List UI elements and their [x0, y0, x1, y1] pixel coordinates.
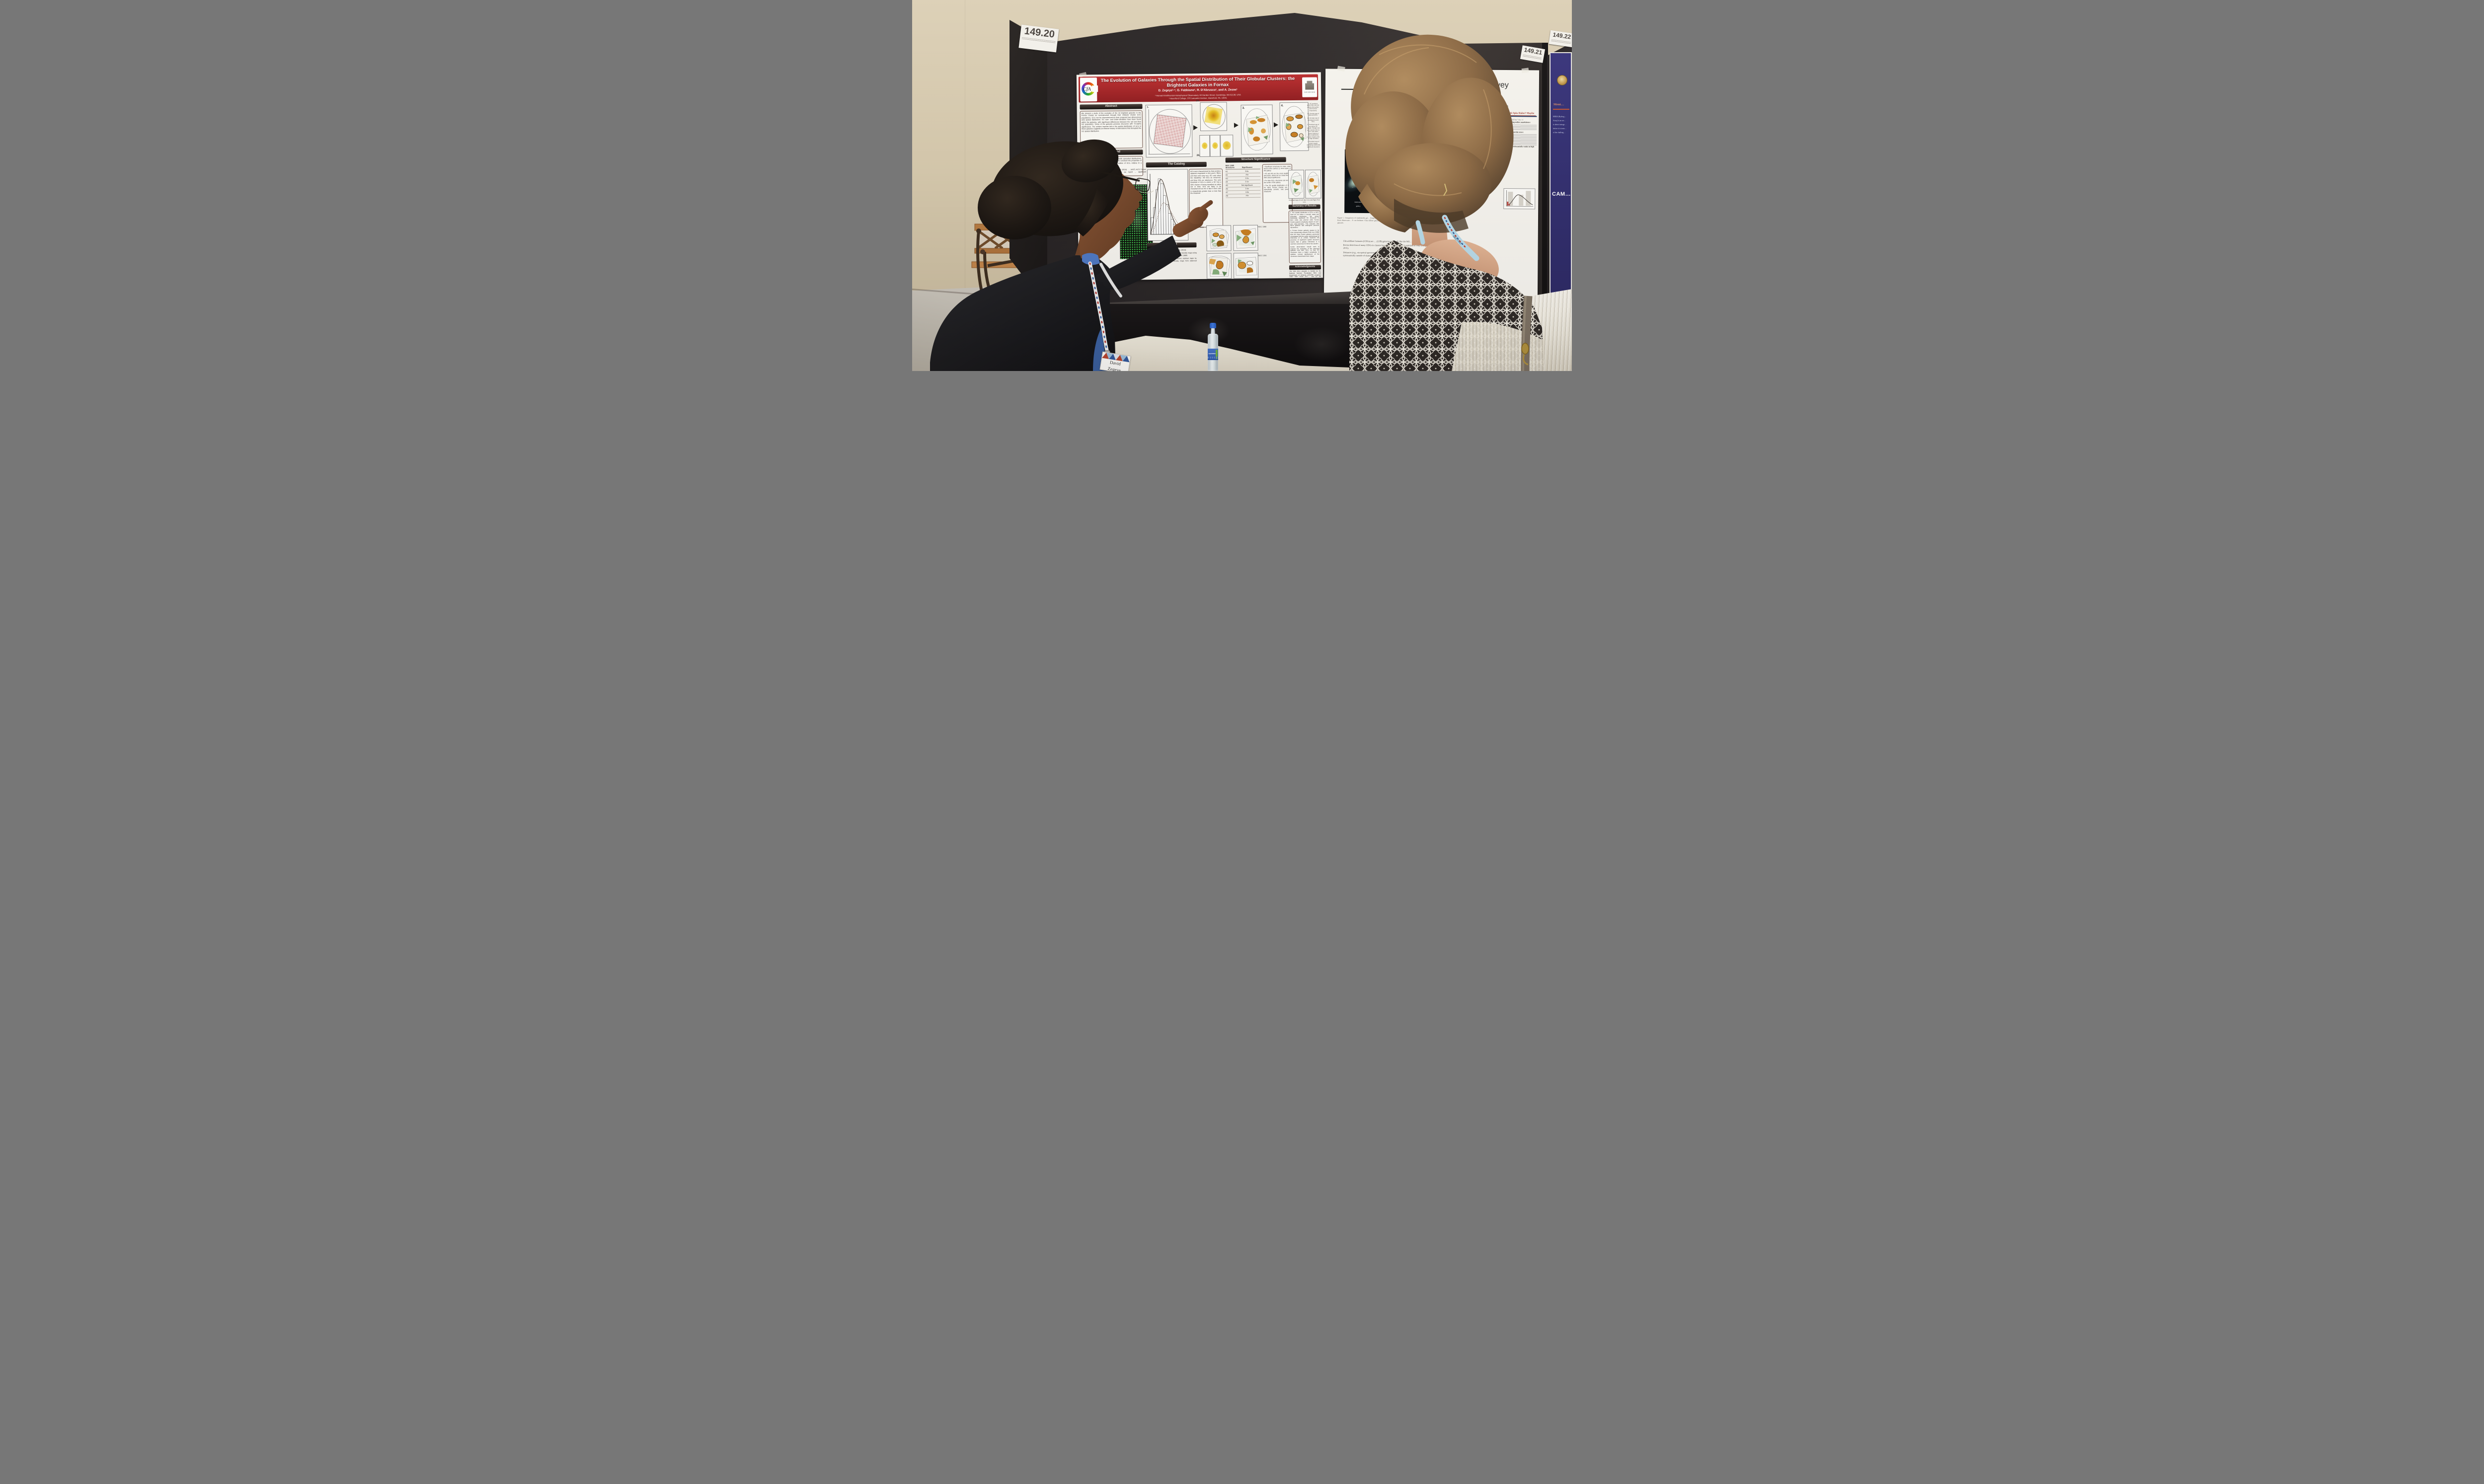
hera-body-lines: HERA (Hydrog… Array) is an arr… to detect … — [1553, 116, 1570, 135]
hera-text-line: before it is ioniz… — [1553, 127, 1567, 130]
session-number: 149.20 — [1023, 25, 1056, 40]
bottle-brand-text: AQUAFINA — [1208, 353, 1216, 355]
man-lanyard — [1088, 261, 1122, 359]
summary-item: 2. Fornax Cluster galaxies appear to be … — [1290, 229, 1320, 245]
table-cell: >5σ — [1245, 173, 1249, 176]
abstract-heading: Abstract — [1080, 104, 1143, 110]
structure-bullet: The 2D spatial distribution of GCs for o… — [1264, 184, 1291, 193]
acknowledgments-text: The SAO REU program is funded by the Nat… — [1289, 270, 1321, 278]
poster-title: The Evolution of Galaxies Through the Sp… — [1100, 75, 1295, 88]
hera-heading-fragment: Ment… — [1553, 103, 1564, 106]
residual-maps-caption: Residual maps of Left: Blue GCs and Righ… — [1289, 199, 1320, 203]
poster-title-banner: CfA The Evolution of Galaxies Through th… — [1078, 74, 1319, 103]
man-glasses — [1100, 171, 1154, 193]
structure-bullet: Significant structures for NGC 1399 foun… — [1264, 165, 1291, 172]
structure-significance-heading: Structure Significance — [1225, 157, 1286, 163]
residual-map-red-gcs — [1305, 169, 1321, 199]
ngc-label-right-top: NGC 1380 — [1258, 225, 1267, 228]
table-cell: >5σ — [1245, 194, 1249, 197]
haverford-logo: HAVERFORD — [1302, 77, 1318, 97]
woman-hair — [1345, 34, 1514, 232]
man-index-finger — [1199, 200, 1213, 212]
summary-items: 1. The spatial distribution of GCs in NG… — [1288, 210, 1321, 264]
table-cell: 2.4σ — [1245, 187, 1249, 190]
alfalfa-poster: FA Survey ) Darks” team …ica de Andalucí… — [1323, 66, 1540, 371]
ngc1351-panel — [1233, 252, 1259, 279]
strap-gold-clasp — [1521, 343, 1529, 355]
figure-caption: 3. Residual map of the whole GC sample. … — [1307, 123, 1320, 140]
figure-4-structures-map: 4. — [1279, 102, 1309, 151]
woman-earring — [1443, 183, 1448, 196]
poster-session-photo: 149.20 149.21 149.22 CfA The Evolution o… — [912, 0, 1572, 371]
man-sleeve — [1090, 235, 1181, 290]
woman-hair-strands — [1364, 44, 1492, 196]
man-shirt-collar — [1082, 253, 1100, 265]
figure-3-residual-map: 3. — [1241, 104, 1273, 155]
cfa-logo-text: CfA — [1083, 86, 1091, 92]
figure-1-number: 1. — [1147, 106, 1149, 109]
ngc-panel-bottom-left — [1206, 253, 1232, 279]
summary-item: Future observations should seek to impro… — [1290, 245, 1320, 257]
table-cell: 3.8σ — [1245, 170, 1249, 173]
ngc-label-right-bottom: NGC 1351 — [1258, 254, 1267, 257]
man-afro-hair — [978, 139, 1123, 239]
summary-heading: Summary of Results — [1288, 204, 1320, 210]
woman-bag-strap — [1521, 296, 1533, 371]
table-header-significance: Significance — [1242, 166, 1253, 169]
flow-arrow-icon — [1234, 123, 1239, 128]
figure-3-number: 3. — [1242, 107, 1245, 110]
figure-caption: 1. GC positions, where blue and red poin… — [1307, 103, 1320, 112]
ngc1380-panel — [1233, 224, 1258, 251]
figure-flow-captions: 1. GC positions, where blue and red poin… — [1306, 103, 1320, 167]
hera-text-line: of the challeng… — [1553, 131, 1565, 134]
haverford-logo-text: HAVERFORD — [1304, 91, 1316, 93]
session-card-149-20: 149.20 — [1018, 24, 1059, 53]
listener-woman: MEETING — [1345, 34, 1544, 371]
man-jacket — [930, 254, 1116, 371]
man-hand — [1188, 207, 1208, 224]
ngc1310-panel — [1206, 225, 1232, 251]
figure-2a-number: 2a. — [1196, 99, 1200, 103]
table-cell: 4.0σ — [1245, 191, 1249, 194]
flow-arrow-icon — [1193, 125, 1198, 131]
table-cell: Not significant — [1241, 184, 1253, 187]
fornax-poster: CfA The Evolution of Galaxies Through th… — [1076, 72, 1323, 281]
woman-lanyard — [1415, 215, 1479, 261]
figure-caption: 2a. Density map of observed GCs. — [1307, 112, 1319, 117]
structure-bullet: For blue GCs, structures curl around the… — [1264, 179, 1291, 184]
figure-2a-density-map — [1200, 102, 1228, 131]
presenter-man — [930, 139, 1213, 371]
hera-text-line: Array) is an arr… — [1553, 119, 1566, 122]
hera-text-line: to detect interga… — [1553, 123, 1566, 126]
summary-item: 1. The spatial distribution of GCs in NG… — [1290, 211, 1320, 229]
poster-authors: D. Zegeye¹·², G. Fabbiano¹, R. D'Abrusco… — [1158, 88, 1238, 92]
hera-cam-fragment: CAM… — [1552, 191, 1571, 197]
table-cell: 2.1σ — [1245, 180, 1249, 183]
haverford-emblem-icon — [1305, 80, 1314, 90]
structure-bullet: A2 and A8 are the most significant struc… — [1264, 172, 1291, 179]
flow-arrow-icon — [1273, 122, 1278, 128]
woman-top-ribbed-lower — [1452, 322, 1544, 371]
spin-parameter-chart — [1503, 188, 1536, 210]
figure-caption: 4. Residual map of whole sample identify… — [1307, 140, 1320, 148]
catalog-histogram — [1147, 169, 1189, 241]
table-cell: 2.6σ — [1245, 177, 1249, 180]
bottle-cap — [1210, 323, 1216, 328]
figure-caption: 2b. Density map of simulated smooth GCs. — [1307, 117, 1319, 123]
cfa-logo: CfA — [1080, 77, 1098, 102]
residual-map-blue-gcs — [1288, 169, 1305, 199]
acknowledgments-heading: Acknowledgments — [1289, 265, 1321, 270]
hera-text-line: HERA (Hydrog… — [1553, 116, 1566, 118]
figure-4-number: 4. — [1281, 104, 1283, 107]
